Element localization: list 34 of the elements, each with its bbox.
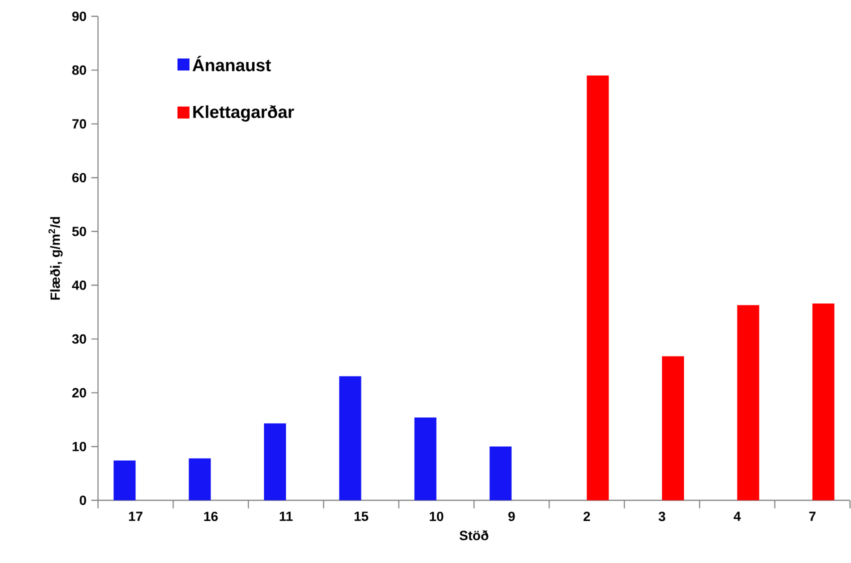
y-tick-label: 0: [80, 496, 86, 506]
x-tick-label: 11: [280, 512, 293, 521]
bar: [662, 356, 684, 500]
x-tick-label: 15: [354, 512, 368, 521]
y-tick-label: 40: [72, 280, 86, 290]
x-tick-label: 9: [508, 512, 515, 522]
x-tick-label: 2: [584, 512, 590, 522]
y-tick-label: 10: [72, 442, 86, 452]
bar: [490, 446, 512, 500]
x-tick-label: 4: [734, 512, 741, 521]
x-axis-title: Stöð: [460, 530, 488, 540]
bar: [264, 423, 286, 500]
x-tick-label: 7: [809, 512, 816, 521]
legend-label: Klettagarðar: [193, 105, 294, 122]
x-tick-label: 10: [430, 512, 444, 522]
y-axis-title: Flæði, g/m$^{2}$/d: [48, 217, 63, 300]
y-tick-label: 60: [72, 172, 86, 182]
bar: [188, 458, 211, 500]
bar: [737, 305, 760, 500]
y-tick-label: 90: [72, 12, 86, 22]
y-tick-label: 20: [72, 388, 86, 398]
y-tick-label: 80: [72, 65, 86, 75]
y-tick-label: 30: [72, 334, 86, 344]
bar: [586, 75, 609, 500]
y-tick-label: 50: [72, 226, 86, 236]
x-tick-label: 16: [204, 512, 218, 522]
bar: [812, 304, 834, 500]
bar: [414, 418, 436, 500]
bar: [339, 376, 362, 500]
x-tick-label: 17: [129, 512, 142, 521]
x-tick-label: 3: [658, 512, 666, 522]
bar: [114, 460, 136, 500]
legend-label: Ánanaust: [192, 56, 271, 72]
y-tick-label: 70: [72, 119, 86, 129]
